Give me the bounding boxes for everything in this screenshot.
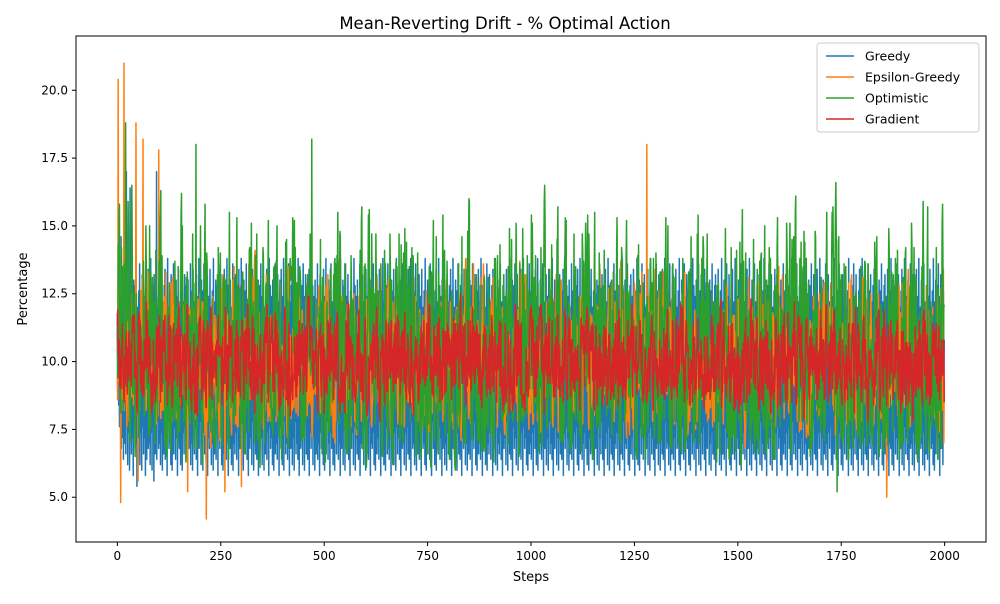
x-tick-label: 500 (313, 549, 336, 563)
x-tick-label: 1000 (516, 549, 547, 563)
y-axis-ticks: 5.0 7.5 10.0 12.5 15.0 17.5 20.0 (41, 83, 76, 504)
x-tick-label: 1250 (619, 549, 650, 563)
x-tick-label: 750 (416, 549, 439, 563)
legend-items: Greedy Epsilon-Greedy Optimistic Gradient (826, 49, 961, 127)
x-tick-label: 1750 (826, 549, 857, 563)
y-tick-label: 17.5 (41, 151, 68, 165)
plot-area: 0 250 500 750 1000 1250 1500 1750 2000 5.0 7.5 10.… (41, 35, 987, 563)
x-axis-label: Steps (513, 570, 550, 585)
y-tick-label: 15.0 (41, 219, 68, 233)
series-line-gradient (116, 293, 945, 423)
chart-title: Mean-Reverting Drift - % Optimal Action (339, 14, 670, 33)
series-layer (116, 62, 945, 520)
x-tick-label: 2000 (929, 549, 960, 563)
legend-label: Greedy (865, 49, 911, 64)
legend-box (816, 42, 980, 133)
y-tick-label: 5.0 (49, 490, 68, 504)
legend-label: Gradient (865, 112, 920, 127)
y-axis-label: Percentage (16, 252, 31, 325)
y-tick-label: 7.5 (49, 422, 68, 436)
x-tick-label: 250 (209, 549, 232, 563)
legend-label: Optimistic (865, 91, 929, 106)
legend: Greedy Epsilon-Greedy Optimistic Gradient (816, 42, 980, 133)
x-axis-ticks: 0 250 500 750 1000 1250 1500 1750 2000 (114, 542, 960, 563)
y-tick-label: 20.0 (41, 83, 68, 97)
x-tick-label: 0 (114, 549, 122, 563)
y-tick-label: 12.5 (41, 287, 68, 301)
x-tick-label: 1500 (723, 549, 754, 563)
y-tick-label: 10.0 (41, 355, 68, 369)
legend-label: Epsilon-Greedy (865, 70, 961, 85)
